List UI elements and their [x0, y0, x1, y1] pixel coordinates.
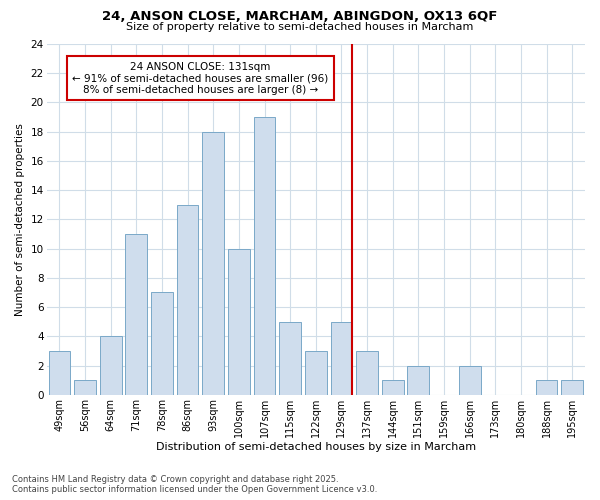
Bar	[202, 132, 224, 395]
Bar	[49, 351, 70, 395]
Text: Contains HM Land Registry data © Crown copyright and database right 2025.
Contai: Contains HM Land Registry data © Crown c…	[12, 474, 377, 494]
Bar	[536, 380, 557, 395]
Bar	[382, 380, 404, 395]
Bar	[407, 366, 429, 395]
Bar	[151, 292, 173, 395]
Bar	[279, 322, 301, 395]
Bar	[254, 117, 275, 395]
Text: 24, ANSON CLOSE, MARCHAM, ABINGDON, OX13 6QF: 24, ANSON CLOSE, MARCHAM, ABINGDON, OX13…	[103, 10, 497, 23]
Bar	[125, 234, 147, 395]
Bar	[561, 380, 583, 395]
Bar	[331, 322, 352, 395]
Y-axis label: Number of semi-detached properties: Number of semi-detached properties	[15, 123, 25, 316]
Text: Size of property relative to semi-detached houses in Marcham: Size of property relative to semi-detach…	[127, 22, 473, 32]
Bar	[356, 351, 378, 395]
Bar	[74, 380, 96, 395]
Text: 24 ANSON CLOSE: 131sqm
← 91% of semi-detached houses are smaller (96)
8% of semi: 24 ANSON CLOSE: 131sqm ← 91% of semi-det…	[72, 62, 329, 94]
X-axis label: Distribution of semi-detached houses by size in Marcham: Distribution of semi-detached houses by …	[156, 442, 476, 452]
Bar	[100, 336, 122, 395]
Bar	[305, 351, 326, 395]
Bar	[228, 248, 250, 395]
Bar	[459, 366, 481, 395]
Bar	[177, 205, 199, 395]
